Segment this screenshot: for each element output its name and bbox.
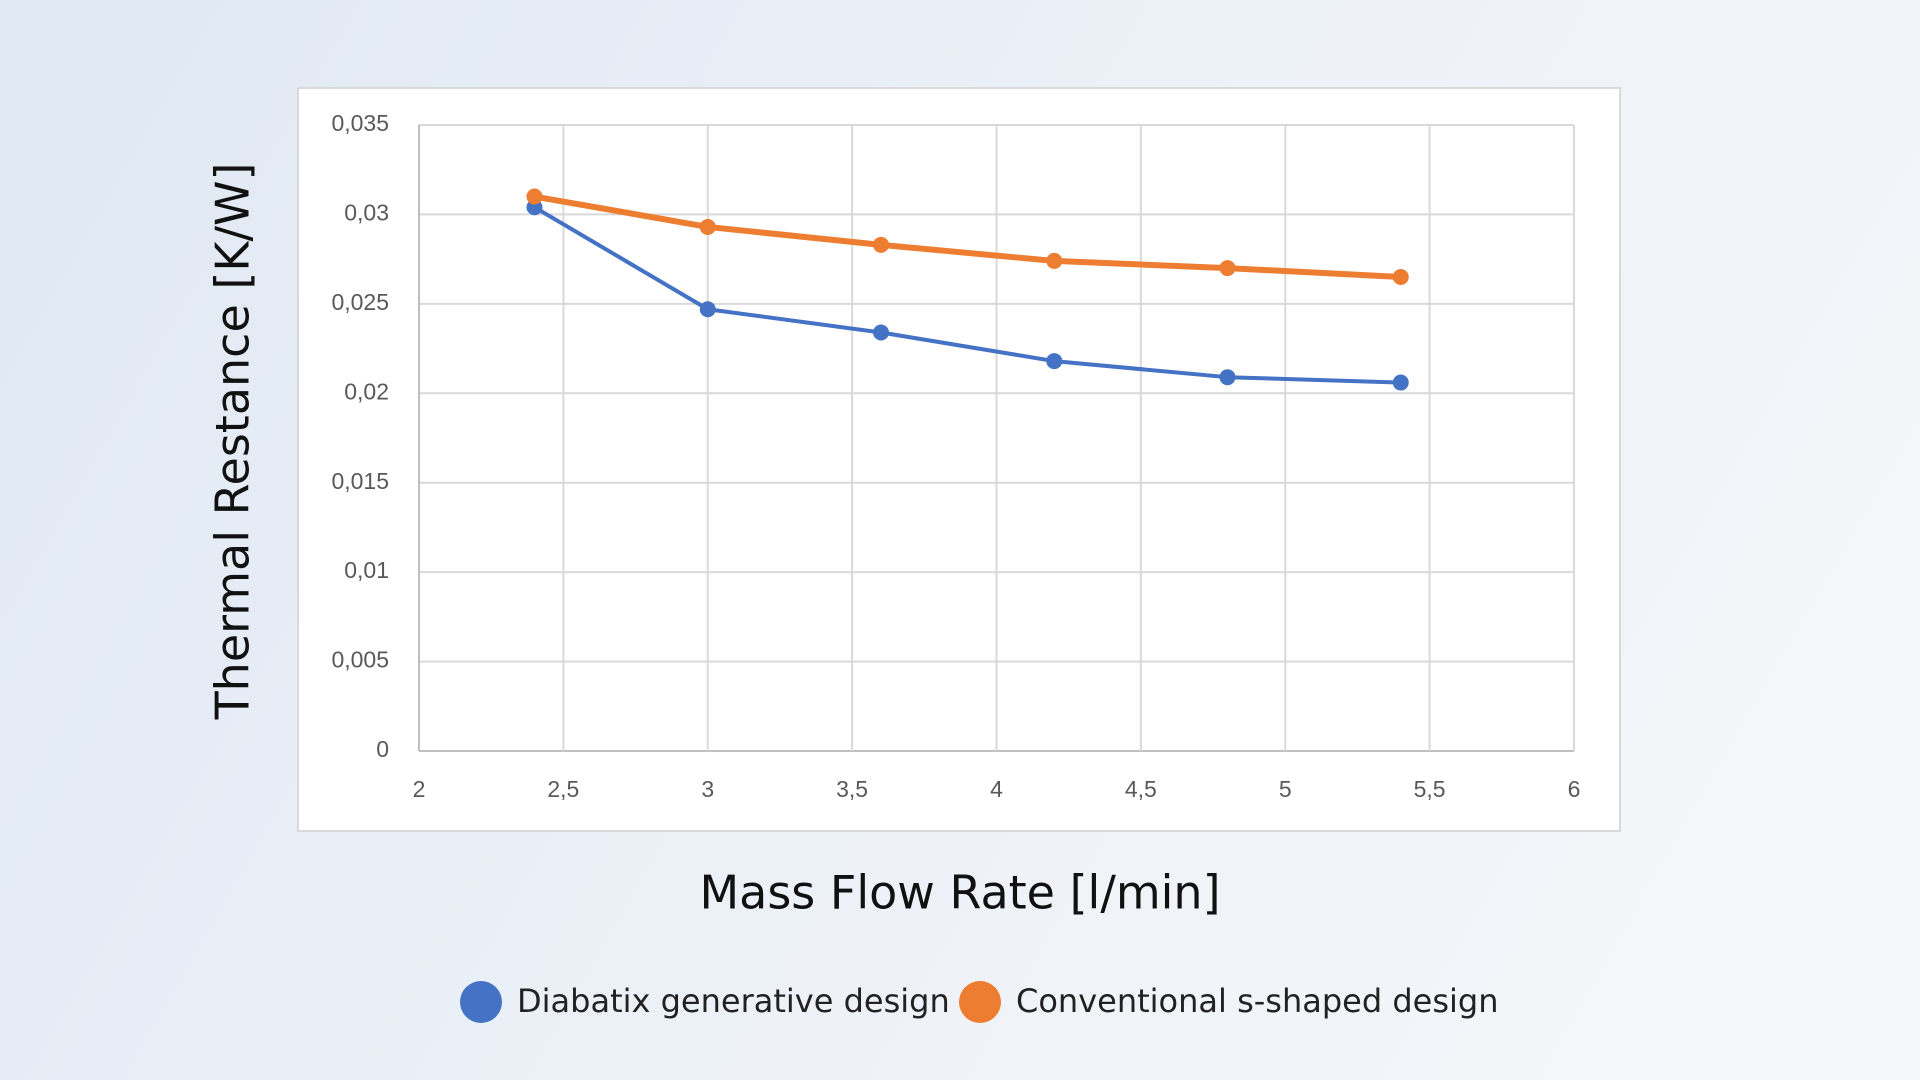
data-point [1219, 260, 1236, 277]
legend-label: Conventional s-shaped design [1016, 982, 1499, 1020]
y-tick-label: 0,03 [344, 200, 389, 226]
y-tick-label: 0,025 [331, 289, 389, 315]
y-tick-label: 0 [376, 736, 389, 762]
x-tick-label: 6 [1568, 776, 1581, 802]
data-point [526, 188, 543, 205]
data-point [1046, 353, 1063, 370]
data-point [1046, 252, 1063, 269]
series-line [533, 205, 1401, 385]
x-tick-label: 2,5 [547, 776, 579, 802]
x-tick-label: 3 [701, 776, 714, 802]
legend-label: Diabatix generative design [517, 982, 950, 1020]
x-tick-label: 4 [990, 776, 1003, 802]
x-axis-title: Mass Flow Rate [l/min] [699, 866, 1220, 920]
x-tick-label: 3,5 [836, 776, 868, 802]
y-tick-label: 0,005 [331, 647, 389, 673]
data-point [1219, 369, 1236, 386]
legend-swatch [959, 981, 1001, 1023]
y-tick-label: 0,035 [331, 110, 389, 136]
data-point [873, 324, 889, 341]
x-tick-label: 2 [413, 776, 426, 802]
y-axis-title: Thermal Restance [K/W] [206, 163, 260, 721]
data-point [873, 236, 889, 253]
data-point [1392, 374, 1409, 391]
x-tick-label: 4,5 [1125, 776, 1157, 802]
y-tick-label: 0,01 [344, 557, 389, 583]
x-tick-label: 5,5 [1414, 776, 1446, 802]
data-point [699, 218, 716, 235]
series-line [533, 193, 1401, 281]
legend-swatch [460, 981, 502, 1023]
plot-frame [297, 87, 1621, 832]
y-tick-label: 0,02 [344, 378, 389, 404]
data-point [699, 301, 716, 318]
x-tick-label: 5 [1279, 776, 1292, 802]
y-tick-label: 0,015 [331, 468, 389, 494]
data-point [1392, 269, 1409, 286]
